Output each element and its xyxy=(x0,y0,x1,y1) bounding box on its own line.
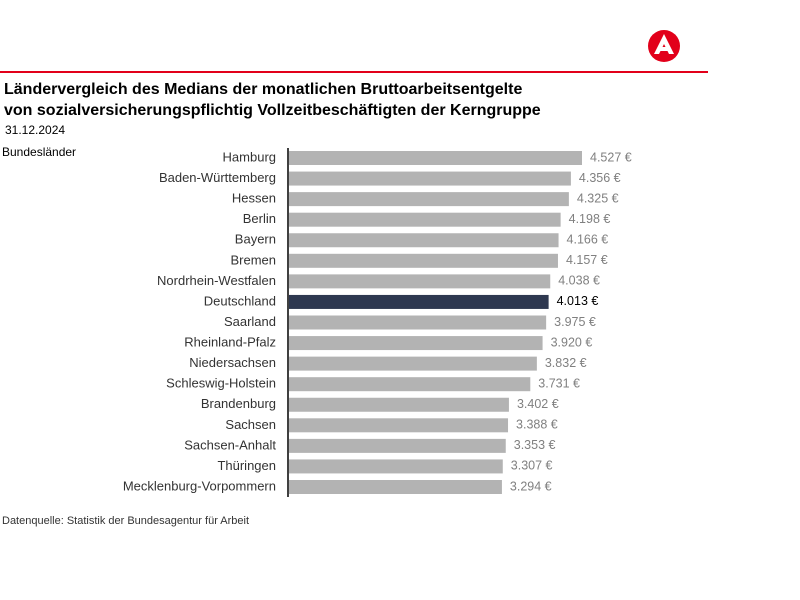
axis-label: Bundesländer xyxy=(2,145,76,159)
category-label: Bayern xyxy=(235,232,276,247)
category-label: Hamburg xyxy=(223,149,276,164)
value-label: 4.325 € xyxy=(577,191,619,205)
category-label: Deutschland xyxy=(204,293,276,308)
bar xyxy=(289,336,543,351)
value-label: 3.307 € xyxy=(511,459,553,473)
category-label: Sachsen-Anhalt xyxy=(184,437,276,452)
value-label: 3.353 € xyxy=(514,438,556,452)
bar xyxy=(289,397,509,412)
logo xyxy=(648,30,680,62)
value-label: 4.198 € xyxy=(569,212,611,226)
value-label: 3.731 € xyxy=(538,376,580,390)
chart-subtitle: von sozialversicherungspflichtig Vollzei… xyxy=(4,102,541,119)
bar xyxy=(289,377,531,392)
category-label: Schleswig-Holstein xyxy=(166,376,276,391)
category-label: Mecklenburg-Vorpommern xyxy=(123,478,276,493)
source: Datenquelle: Statistik der Bundesagentur… xyxy=(2,515,249,527)
value-label: 3.832 € xyxy=(545,356,587,370)
bar xyxy=(289,356,537,371)
value-label: 4.527 € xyxy=(590,150,632,164)
category-label: Nordrhein-Westfalen xyxy=(157,273,276,288)
bar xyxy=(289,315,547,330)
category-label: Berlin xyxy=(243,211,276,226)
value-label: 3.920 € xyxy=(551,335,593,349)
category-label: Sachsen xyxy=(225,417,276,432)
value-label: 4.166 € xyxy=(567,233,609,247)
bar xyxy=(289,212,561,227)
bar xyxy=(289,151,582,165)
value-label: 3.975 € xyxy=(554,315,596,329)
category-label: Saarland xyxy=(224,314,276,329)
category-label: Brandenburg xyxy=(201,396,276,411)
value-label: 4.013 € xyxy=(557,294,599,308)
value-label: 3.294 € xyxy=(510,479,552,493)
bar xyxy=(289,294,549,309)
value-label: 3.388 € xyxy=(516,418,558,432)
category-label: Bremen xyxy=(230,252,276,267)
value-label: 4.157 € xyxy=(566,253,608,267)
value-label: 4.038 € xyxy=(558,274,600,288)
date: 31.12.2024 xyxy=(5,123,65,137)
bar xyxy=(289,274,551,289)
category-label: Hessen xyxy=(232,191,276,206)
value-label: 3.402 € xyxy=(517,397,559,411)
bar xyxy=(289,459,503,474)
bar xyxy=(289,253,558,268)
category-label: Rheinland-Pfalz xyxy=(184,335,276,350)
bar xyxy=(289,438,506,453)
bar xyxy=(289,171,571,186)
category-label: Niedersachsen xyxy=(189,355,276,370)
bar xyxy=(289,418,509,433)
chart-title: Ländervergleich des Medians der monatlic… xyxy=(4,81,522,98)
bar xyxy=(289,233,559,248)
bar xyxy=(289,192,569,207)
category-label: Baden-Württemberg xyxy=(159,170,276,185)
value-label: 4.356 € xyxy=(579,171,621,185)
bar xyxy=(289,480,502,494)
category-label: Thüringen xyxy=(217,458,276,473)
